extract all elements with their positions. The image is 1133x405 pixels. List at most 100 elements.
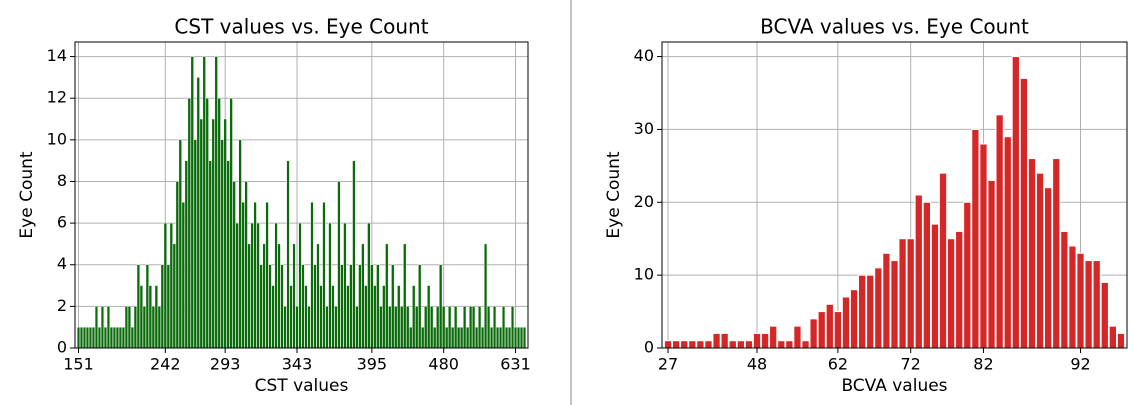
bar [391,264,395,349]
bar [427,285,431,349]
bar [85,326,90,349]
bar [262,243,266,349]
bar [400,306,404,349]
bar [265,202,269,349]
x-axis-label: BCVA values [841,376,947,396]
bar [250,222,254,349]
bar [226,160,230,349]
bar [481,326,485,349]
bar [328,222,332,349]
bar [121,326,125,349]
bar [154,285,158,349]
bar [448,306,452,349]
bar [325,306,329,349]
bar [346,285,350,349]
bar [987,179,996,349]
bar [157,306,161,349]
bar [106,306,110,349]
bar [825,303,834,349]
bar [841,296,851,349]
bar [190,56,194,349]
bar [97,326,101,349]
bar [406,306,410,349]
bar [971,128,980,349]
bar [343,222,347,349]
y-axis-label: Eye Count [17,151,37,238]
bar [397,285,401,349]
x-tick-label: 293 [210,355,241,374]
bar [373,285,377,349]
bar [112,326,116,349]
y-tick-label: 4 [57,254,67,273]
bar [475,326,479,349]
bar [502,306,506,349]
bar [914,194,923,349]
bar [202,56,206,349]
bar [316,243,320,349]
bar [91,326,96,349]
bar [424,306,428,349]
y-tick-label: 8 [57,171,67,190]
bar [409,326,413,349]
bar [720,332,729,349]
bar [331,285,335,349]
bar [516,326,521,349]
bar [193,139,197,349]
bar [513,326,518,349]
x-tick-label: 631 [500,355,531,374]
bar [127,306,131,349]
bar [241,202,245,349]
bar [442,306,446,349]
bar [160,264,164,349]
bar [809,318,818,349]
y-tick-label: 10 [47,129,67,148]
y-tick-label: 10 [634,265,654,284]
bar [499,326,503,349]
bar [946,238,956,349]
bar [130,326,134,349]
bar [352,160,356,349]
bar [88,326,93,349]
x-tick-label: 151 [63,355,94,374]
bar [247,243,251,349]
bar [1084,260,1093,349]
bar [493,306,497,349]
y-tick-label: 2 [57,296,67,315]
bar [680,340,689,349]
bar [268,264,272,349]
bar [688,340,697,349]
bar [1011,56,1020,349]
bar [139,285,143,349]
bar [963,201,972,349]
bar [169,222,173,349]
bar [292,243,296,349]
bar [736,340,745,349]
bar [1108,325,1118,349]
bar [100,306,104,349]
y-tick-label: 0 [57,338,67,357]
bar [166,264,170,349]
bar [298,222,302,349]
bar [769,325,778,349]
x-tick-label: 82 [973,355,993,374]
y-tick-label: 6 [57,213,67,232]
bar [109,326,113,349]
x-axis-label: CST values [255,376,349,396]
x-tick-label: 92 [1070,355,1090,374]
bar [118,326,122,349]
bar [376,264,380,349]
bar [232,181,236,349]
bar [364,285,368,349]
x-tick-label: 72 [900,355,920,374]
plot-frame [74,41,529,349]
bar [394,306,398,349]
bar [208,160,212,349]
bar [490,326,494,349]
bar [172,243,176,349]
bar [858,274,867,349]
bar [379,306,383,349]
bar [1068,245,1077,349]
y-tick-label: 12 [47,88,67,107]
bar [184,160,188,349]
bar [115,326,119,349]
